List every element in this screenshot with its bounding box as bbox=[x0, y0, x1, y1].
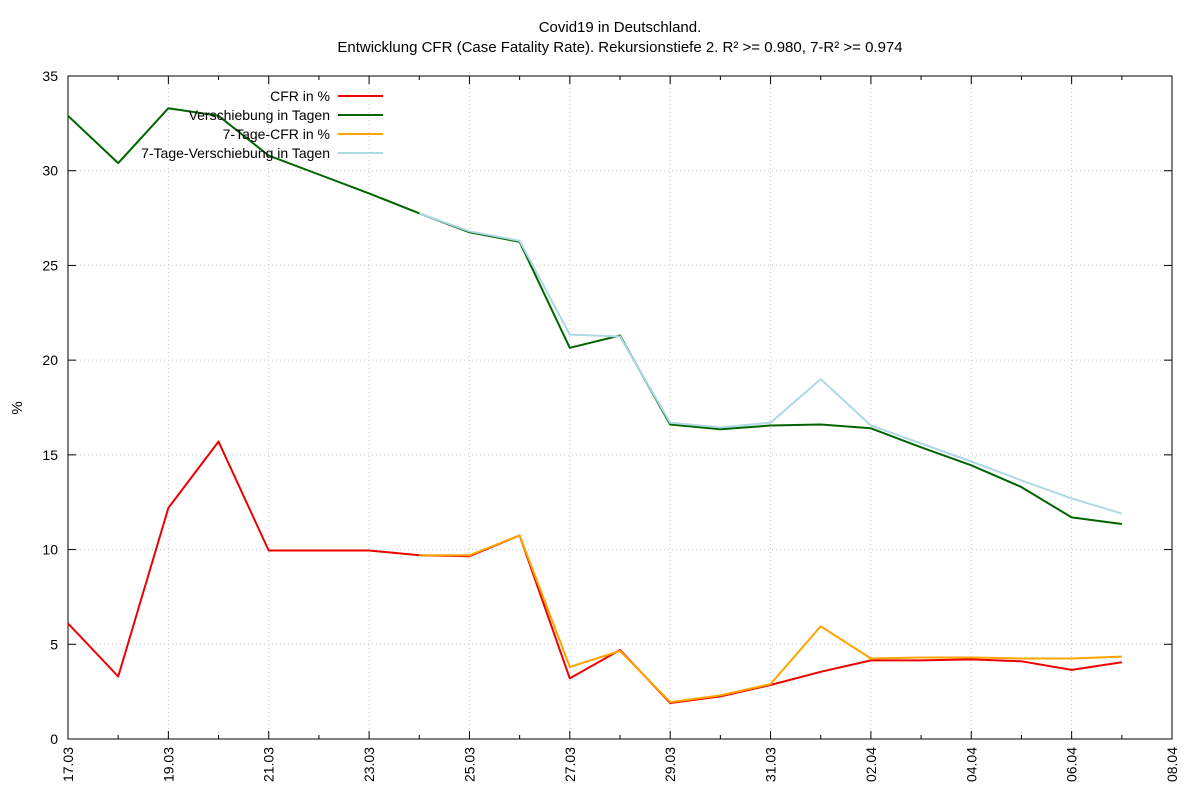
x-tick-label: 23.03 bbox=[361, 747, 377, 782]
legend: CFR in % Verschiebung in Tagen 7-Tage-CFR … bbox=[141, 88, 383, 161]
y-tick-label: 25 bbox=[42, 257, 58, 273]
x-tick-label: 02.04 bbox=[863, 747, 879, 782]
y-tick-label: 10 bbox=[42, 542, 58, 558]
legend-label: 7-Tage-Verschiebung in Tagen bbox=[141, 145, 330, 161]
y-tick-label: 35 bbox=[42, 68, 58, 84]
legend-label: Verschiebung in Tagen bbox=[189, 107, 330, 123]
x-tick-label: 21.03 bbox=[261, 747, 277, 782]
series-line-2 bbox=[419, 534, 1122, 704]
series-line-3 bbox=[418, 212, 1123, 515]
y-tick-label: 20 bbox=[42, 352, 58, 368]
y-tick-label: 30 bbox=[42, 163, 58, 179]
x-tick-label: 29.03 bbox=[662, 747, 678, 782]
y-tick-label: 15 bbox=[42, 447, 58, 463]
x-tick-label: 31.03 bbox=[763, 747, 779, 782]
chart-title: Covid19 in Deutschland. bbox=[539, 19, 702, 36]
legend-label: CFR in % bbox=[270, 88, 330, 104]
tick-layer: 0 5 10 15 20 25 30 35 17.03 19.03 21.03 23.03 25.03 2… bbox=[42, 68, 1180, 782]
x-tick-label: 27.03 bbox=[562, 747, 578, 782]
series-line-0 bbox=[67, 440, 1122, 704]
plot-frame bbox=[67, 75, 1173, 740]
legend-label: 7-Tage-CFR in % bbox=[223, 126, 330, 142]
chart-subtitle: Entwicklung CFR (Case Fatality Rate). Re… bbox=[337, 39, 902, 56]
series-layer bbox=[67, 107, 1123, 704]
x-tick-label: 06.04 bbox=[1064, 747, 1080, 782]
y-tick-label: 5 bbox=[50, 636, 58, 652]
x-tick-label: 04.04 bbox=[963, 747, 979, 782]
x-tick-label: 08.04 bbox=[1164, 747, 1180, 782]
x-tick-label: 19.03 bbox=[160, 747, 176, 782]
x-tick-label: 17.03 bbox=[60, 747, 76, 782]
series-line-1 bbox=[67, 107, 1122, 525]
y-axis-label: % bbox=[9, 401, 26, 414]
x-tick-label: 25.03 bbox=[461, 747, 477, 782]
grid-layer bbox=[68, 76, 1172, 739]
y-tick-label: 0 bbox=[50, 731, 58, 747]
